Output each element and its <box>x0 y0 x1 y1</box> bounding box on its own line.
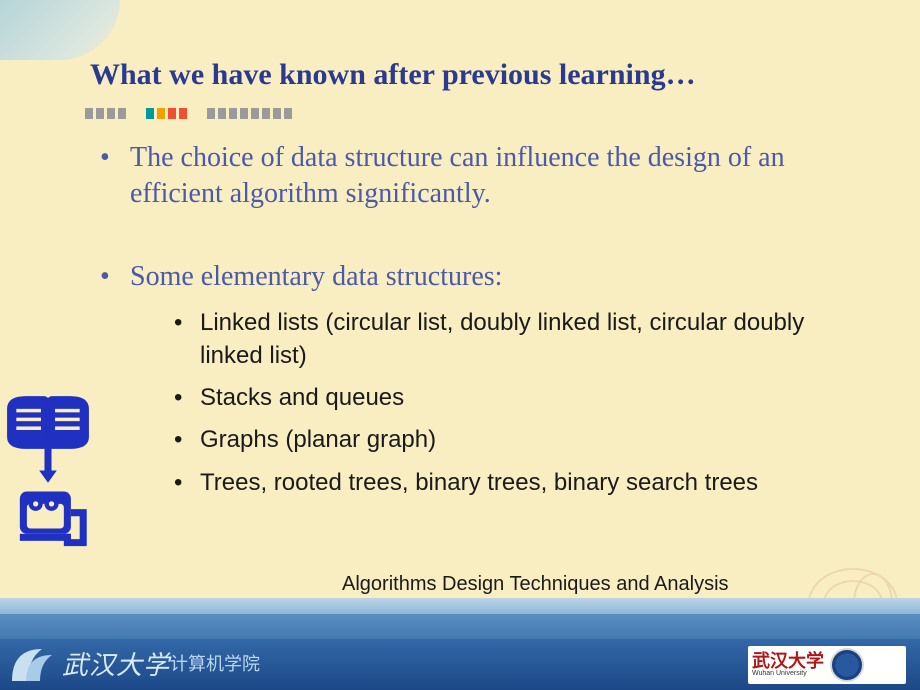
bullet-level1: Some elementary data structures: <box>100 259 870 295</box>
title-underline-strip <box>85 108 292 119</box>
university-logo-left: 武汉大学 计算机学院 <box>8 641 260 685</box>
bullet-level2: Trees, rooted trees, binary trees, binar… <box>100 467 870 499</box>
swoosh-icon <box>8 641 56 685</box>
bullet-level1: The choice of data structure can influen… <box>100 140 870 213</box>
bullet-level2: Linked lists (circular list, doubly link… <box>100 307 870 372</box>
uni-seal-icon <box>830 648 864 682</box>
slide-title: What we have known after previous learni… <box>90 58 880 92</box>
footer-course-title: Algorithms Design Techniques and Analysi… <box>342 573 729 596</box>
university-badge-right: 武汉大学 Wuhan University <box>748 646 906 684</box>
footer-bar-dark: 武汉大学 计算机学院 武汉大学 Wuhan University <box>0 639 920 690</box>
footer-bar-light <box>0 598 920 614</box>
slide-body: The choice of data structure can influen… <box>100 140 870 509</box>
bullet-level2: Stacks and queues <box>100 382 870 414</box>
footer-bar-mid: Algorithms Design Techniques and Analysi… <box>0 614 920 639</box>
slide: What we have known after previous learni… <box>0 0 920 690</box>
footer: Algorithms Design Techniques and Analysi… <box>0 598 920 690</box>
corner-decoration <box>0 0 120 60</box>
book-reader-icon <box>4 386 92 581</box>
bullet-level2: Graphs (planar graph) <box>100 424 870 456</box>
logo-dept-cn: 计算机学院 <box>170 650 260 676</box>
logo-text-cn: 武汉大学 <box>62 645 170 682</box>
uni-name-cn: 武汉大学 <box>752 653 824 669</box>
